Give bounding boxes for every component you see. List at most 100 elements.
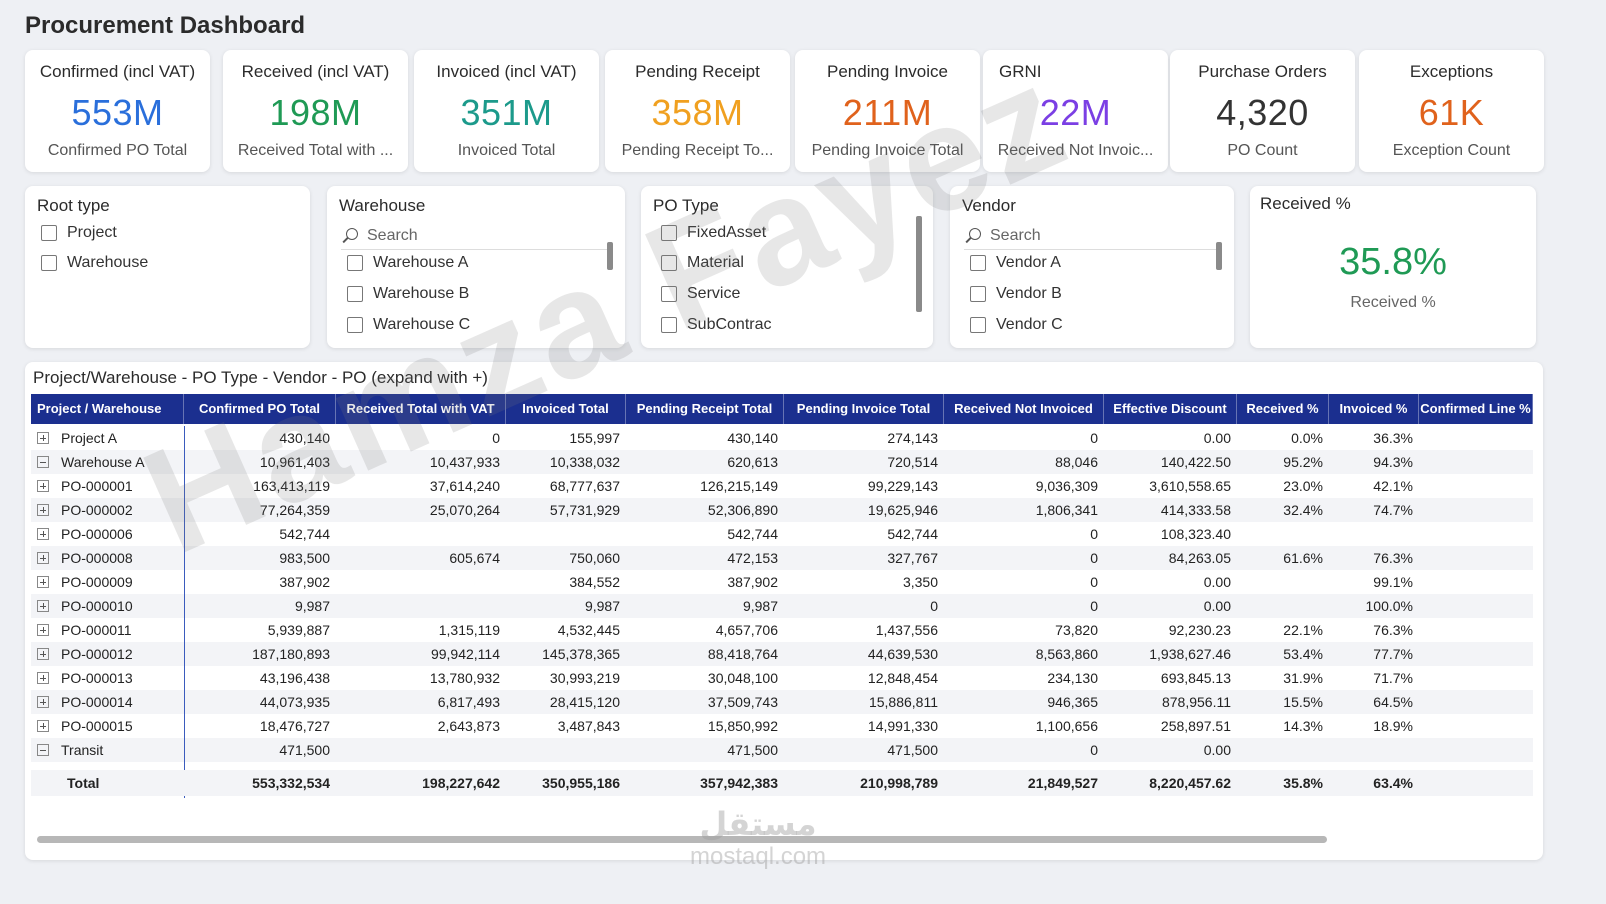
matrix-header: Project / Warehouse Confirmed PO Total Rec… bbox=[31, 394, 1533, 424]
column-header[interactable]: Confirmed PO Total bbox=[184, 394, 336, 424]
kpi-card: Received (incl VAT) 198M Received Total wi… bbox=[223, 50, 408, 172]
table-cell: 126,215,149 bbox=[700, 478, 778, 494]
table-cell: 0.00 bbox=[1203, 598, 1231, 614]
collapse-icon[interactable] bbox=[37, 744, 49, 756]
slicer-item-fixedasset[interactable]: FixedAsset bbox=[661, 222, 766, 244]
expand-icon[interactable] bbox=[37, 432, 49, 444]
expand-icon[interactable] bbox=[37, 600, 49, 612]
table-cell: 0 bbox=[1090, 430, 1098, 446]
kpi-card: Confirmed (incl VAT) 553M Confirmed PO Tot… bbox=[25, 50, 210, 172]
checkbox[interactable] bbox=[347, 286, 363, 302]
expand-icon[interactable] bbox=[37, 528, 49, 540]
matrix-body: Project A 430,140 0 155,997 430,140 274,143 0 0… bbox=[31, 426, 1533, 762]
table-cell: 542,744 bbox=[279, 526, 330, 542]
checkbox[interactable] bbox=[661, 286, 677, 302]
kpi-value: 553M bbox=[71, 92, 164, 133]
column-header[interactable]: Received % bbox=[1237, 394, 1329, 424]
expand-icon[interactable] bbox=[37, 720, 49, 732]
slicer-item-warehouse-c[interactable]: Warehouse C bbox=[347, 314, 470, 336]
expand-icon[interactable] bbox=[37, 696, 49, 708]
column-header[interactable]: Invoiced Total bbox=[506, 394, 626, 424]
total-cell: 198,227,642 bbox=[422, 775, 500, 791]
column-header[interactable]: Pending Invoice Total bbox=[784, 394, 944, 424]
expand-icon[interactable] bbox=[37, 648, 49, 660]
slicer-search[interactable]: Search bbox=[964, 222, 1222, 250]
expand-icon[interactable] bbox=[37, 552, 49, 564]
table-cell: 9,987 bbox=[294, 598, 330, 614]
table-row: PO-000013 43,196,438 13,780,932 30,993,219 3… bbox=[31, 666, 1533, 690]
checkbox[interactable] bbox=[970, 317, 986, 333]
table-cell: 64.5% bbox=[1373, 694, 1413, 710]
table-cell: 3,610,558.65 bbox=[1149, 478, 1231, 494]
column-header[interactable]: Effective Discount bbox=[1104, 394, 1237, 424]
table-cell: 0 bbox=[1090, 574, 1098, 590]
slicer-item-warehouse-a[interactable]: Warehouse A bbox=[347, 252, 468, 274]
checkbox[interactable] bbox=[970, 255, 986, 271]
checkbox[interactable] bbox=[661, 255, 677, 271]
checkbox[interactable] bbox=[661, 317, 677, 333]
table-cell: 946,365 bbox=[1047, 694, 1098, 710]
column-header[interactable]: Invoiced % bbox=[1329, 394, 1419, 424]
row-header-cell: PO-000008 bbox=[31, 550, 184, 566]
table-cell: 3,487,843 bbox=[557, 718, 620, 734]
row-label: PO-000015 bbox=[61, 718, 133, 734]
checkbox[interactable] bbox=[661, 225, 677, 241]
table-cell: 0.0% bbox=[1291, 430, 1323, 446]
expand-icon[interactable] bbox=[37, 480, 49, 492]
slicer-scrollbar[interactable] bbox=[1216, 242, 1222, 270]
slicer-item-label: FixedAsset bbox=[687, 224, 767, 241]
slicer-scrollbar[interactable] bbox=[916, 216, 922, 312]
table-cell: 1,806,341 bbox=[1035, 502, 1098, 518]
slicer-item-warehouse[interactable]: Warehouse bbox=[41, 252, 148, 274]
column-header[interactable]: Confirmed Line % bbox=[1419, 394, 1533, 424]
table-cell: 145,378,365 bbox=[542, 646, 620, 662]
table-row: PO-000006 542,744 542,744 542,744 0 108,323.4… bbox=[31, 522, 1533, 546]
table-cell: 99,229,143 bbox=[867, 478, 938, 494]
total-label: Total bbox=[67, 775, 100, 791]
checkbox[interactable] bbox=[41, 225, 57, 241]
expand-icon[interactable] bbox=[37, 624, 49, 636]
checkbox[interactable] bbox=[347, 255, 363, 271]
table-cell: 28,415,120 bbox=[549, 694, 620, 710]
slicer-item-service[interactable]: Service bbox=[661, 283, 740, 305]
table-cell: 15,886,811 bbox=[868, 694, 938, 710]
search-placeholder: Search bbox=[990, 226, 1041, 244]
expand-icon[interactable] bbox=[37, 576, 49, 588]
expand-icon[interactable] bbox=[37, 672, 49, 684]
column-header[interactable]: Project / Warehouse bbox=[31, 394, 184, 424]
column-header[interactable]: Received Total with VAT bbox=[336, 394, 506, 424]
checkbox[interactable] bbox=[347, 317, 363, 333]
row-header-divider bbox=[184, 426, 185, 798]
table-cell: 0.00 bbox=[1203, 430, 1231, 446]
row-header-cell: PO-000012 bbox=[31, 646, 184, 662]
expand-icon[interactable] bbox=[37, 504, 49, 516]
column-header[interactable]: Pending Receipt Total bbox=[626, 394, 784, 424]
kpi-title: Invoiced (incl VAT) bbox=[436, 62, 577, 81]
slicer-item-warehouse-b[interactable]: Warehouse B bbox=[347, 283, 469, 305]
table-cell: 99,942,114 bbox=[430, 646, 500, 662]
table-cell: 44,073,935 bbox=[259, 694, 330, 710]
horizontal-scrollbar[interactable] bbox=[37, 836, 1327, 843]
row-header-cell: PO-000013 bbox=[31, 670, 184, 686]
row-label: PO-000014 bbox=[61, 694, 133, 710]
slicer-item-vendor-c[interactable]: Vendor C bbox=[970, 314, 1063, 336]
slicer-search[interactable]: Search bbox=[341, 222, 609, 250]
slicer-scrollbar[interactable] bbox=[607, 242, 613, 270]
table-cell: 76.3% bbox=[1373, 550, 1413, 566]
checkbox[interactable] bbox=[970, 286, 986, 302]
slicer-item-project[interactable]: Project bbox=[41, 222, 117, 244]
slicer-item-material[interactable]: Material bbox=[661, 252, 744, 274]
table-row: PO-000001 163,413,119 37,614,240 68,777,637… bbox=[31, 474, 1533, 498]
checkbox[interactable] bbox=[41, 255, 57, 271]
slicer-item-vendor-b[interactable]: Vendor B bbox=[970, 283, 1062, 305]
collapse-icon[interactable] bbox=[37, 456, 49, 468]
table-cell: 720,514 bbox=[887, 454, 938, 470]
slicer-item-vendor-a[interactable]: Vendor A bbox=[970, 252, 1061, 274]
total-row: Total 553,332,534 198,227,642 350,955,186 35… bbox=[31, 770, 1533, 796]
table-cell: 4,532,445 bbox=[557, 622, 620, 638]
slicer-item-subcontrac[interactable]: SubContrac bbox=[661, 314, 772, 336]
column-header[interactable]: Received Not Invoiced bbox=[944, 394, 1104, 424]
search-icon bbox=[964, 227, 982, 245]
row-label: PO-000009 bbox=[61, 574, 133, 590]
table-row: PO-000011 5,939,887 1,315,119 4,532,445 4,65… bbox=[31, 618, 1533, 642]
